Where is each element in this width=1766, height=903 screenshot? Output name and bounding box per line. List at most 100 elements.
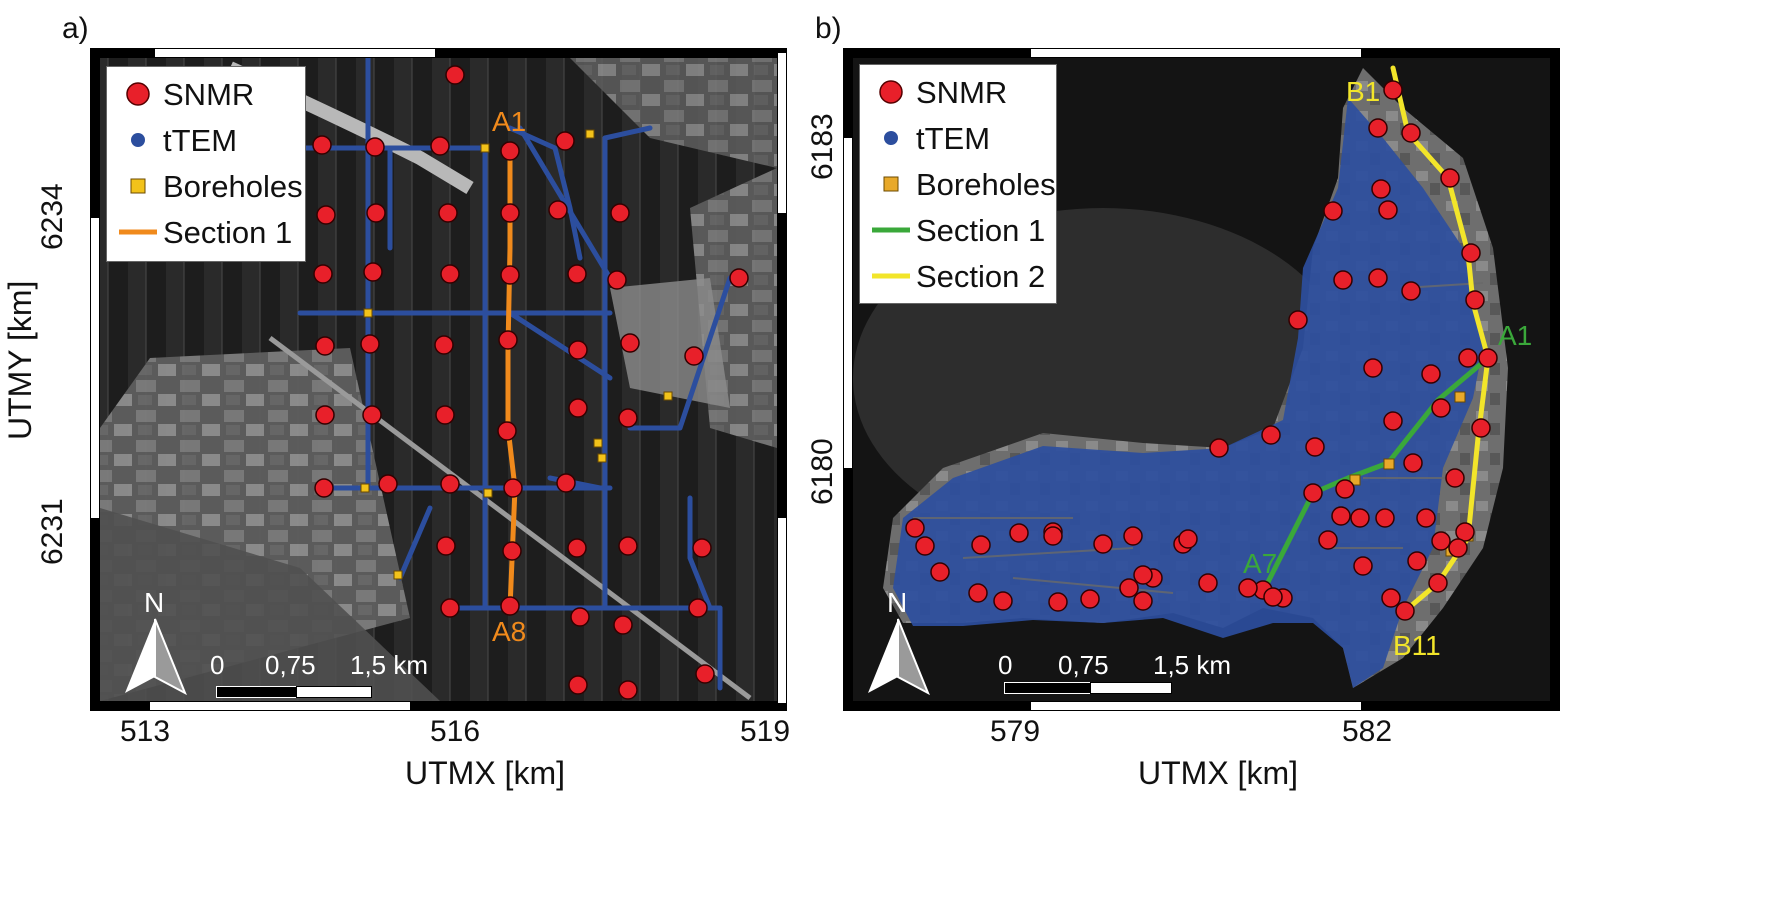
- scale-bar-segment-2: [296, 686, 372, 698]
- snmr-marker: [1178, 529, 1198, 549]
- legend-item-snmr: SNMR: [860, 69, 1056, 115]
- x-tick-label: 513: [120, 715, 171, 748]
- snmr-marker: [618, 680, 638, 700]
- north-label: N: [144, 587, 165, 618]
- snmr-marker: [314, 478, 334, 498]
- snmr-markers-a: [312, 65, 749, 700]
- ttem-line: [507, 310, 613, 381]
- snmr-marker: [440, 474, 460, 494]
- snmr-marker: [500, 203, 520, 223]
- snmr-marker: [568, 398, 588, 418]
- snmr-marker: [688, 598, 708, 618]
- snmr-marker: [363, 262, 383, 282]
- section-label-a1: A1: [1498, 320, 1533, 351]
- snmr-marker: [1440, 168, 1460, 188]
- scale-label-0: 0: [210, 650, 225, 680]
- snmr-marker: [1209, 438, 1229, 458]
- snmr-marker: [360, 334, 380, 354]
- legend-label: tTEM: [916, 121, 991, 156]
- legend-label: SNMR: [916, 75, 1008, 110]
- circle-red-icon: [879, 80, 903, 104]
- snmr-marker: [1375, 508, 1395, 528]
- snmr-marker: [1368, 268, 1388, 288]
- snmr-marker: [613, 615, 633, 635]
- section-label-b1: B1: [1346, 76, 1381, 107]
- snmr-marker: [1363, 358, 1383, 378]
- borehole-marker: [480, 143, 490, 153]
- snmr-marker: [498, 330, 518, 350]
- snmr-marker: [1383, 80, 1403, 100]
- north-arrow-icon: [868, 618, 930, 696]
- snmr-marker: [1263, 587, 1283, 607]
- legend-item-boreholes: Boreholes: [860, 161, 1056, 207]
- map-a[interactable]: SNMR tTEM Boreholes Section 1 A1 A8: [90, 48, 787, 711]
- map-b[interactable]: SNMR tTEM Boreholes Section 1 Section 2 …: [843, 48, 1560, 711]
- line-green-icon: [872, 227, 910, 233]
- snmr-marker: [729, 268, 749, 288]
- ttem-line: [517, 125, 613, 281]
- snmr-marker: [436, 536, 456, 556]
- snmr-marker: [1323, 201, 1343, 221]
- panel-a-letter: a): [62, 12, 89, 45]
- snmr-marker: [568, 675, 588, 695]
- x-tick-label: 516: [430, 715, 481, 748]
- snmr-marker: [620, 333, 640, 353]
- snmr-marker: [607, 270, 627, 290]
- legend-b: SNMR tTEM Boreholes Section 1 Section 2: [859, 64, 1057, 304]
- legend-label: Boreholes: [163, 169, 303, 204]
- snmr-marker: [1448, 538, 1468, 558]
- snmr-marker: [695, 664, 715, 684]
- satellite-fields-south: [100, 508, 440, 701]
- section-1-line-b: [1262, 355, 1491, 591]
- snmr-marker: [567, 264, 587, 284]
- snmr-marker: [1421, 364, 1441, 384]
- snmr-marker: [435, 405, 455, 425]
- snmr-marker: [971, 535, 991, 555]
- legend-item-snmr: SNMR: [107, 71, 305, 117]
- legend-label: SNMR: [163, 77, 255, 112]
- snmr-marker: [1431, 398, 1451, 418]
- ttem-line: [602, 125, 653, 141]
- snmr-marker: [1133, 565, 1153, 585]
- section-2-line: [1390, 65, 1491, 614]
- scale-label-mid: 0,75: [265, 650, 316, 680]
- snmr-marker: [1238, 578, 1258, 598]
- road-diagonal: [268, 336, 752, 700]
- x-axis-title: UTMX [km]: [405, 755, 565, 791]
- snmr-marker: [556, 473, 576, 493]
- scale-label-end: 1,5 km: [350, 650, 429, 680]
- borehole-marker: [393, 570, 403, 580]
- x-tick-label: 582: [1342, 715, 1393, 748]
- snmr-marker: [312, 135, 332, 155]
- legend-a: SNMR tTEM Boreholes Section 1: [106, 66, 306, 262]
- legend-item-boreholes: Boreholes: [107, 163, 305, 209]
- snmr-marker: [440, 264, 460, 284]
- borehole-marker: [593, 438, 603, 448]
- section-1-line: [505, 145, 518, 611]
- ttem-line: [507, 125, 583, 261]
- snmr-marker: [1471, 418, 1491, 438]
- snmr-marker: [445, 65, 465, 85]
- section-2-line-b: [1390, 65, 1491, 614]
- snmr-marker: [1198, 573, 1218, 593]
- snmr-marker: [1461, 243, 1481, 263]
- y-tick-label: 6231: [36, 498, 69, 565]
- legend-label: Boreholes: [916, 167, 1056, 202]
- legend-label: tTEM: [163, 123, 238, 158]
- snmr-marker: [915, 536, 935, 556]
- scale-bar-b: 0 0,75 1,5 km: [998, 646, 1258, 701]
- y-tick-label: 6180: [806, 438, 839, 505]
- section-label-a8: A8: [492, 616, 527, 647]
- section-label-a1: A1: [492, 106, 527, 137]
- snmr-marker: [1123, 526, 1143, 546]
- legend-item-ttem: tTEM: [860, 115, 1056, 161]
- borehole-marker: [597, 453, 607, 463]
- snmr-marker: [500, 141, 520, 161]
- snmr-marker: [500, 265, 520, 285]
- snmr-marker: [618, 408, 638, 428]
- snmr-marker: [440, 598, 460, 618]
- legend-item-section-1: Section 1: [107, 209, 305, 255]
- borehole-marker: [585, 129, 595, 139]
- ttem-line: [687, 495, 713, 611]
- square-yellow-icon: [883, 176, 899, 192]
